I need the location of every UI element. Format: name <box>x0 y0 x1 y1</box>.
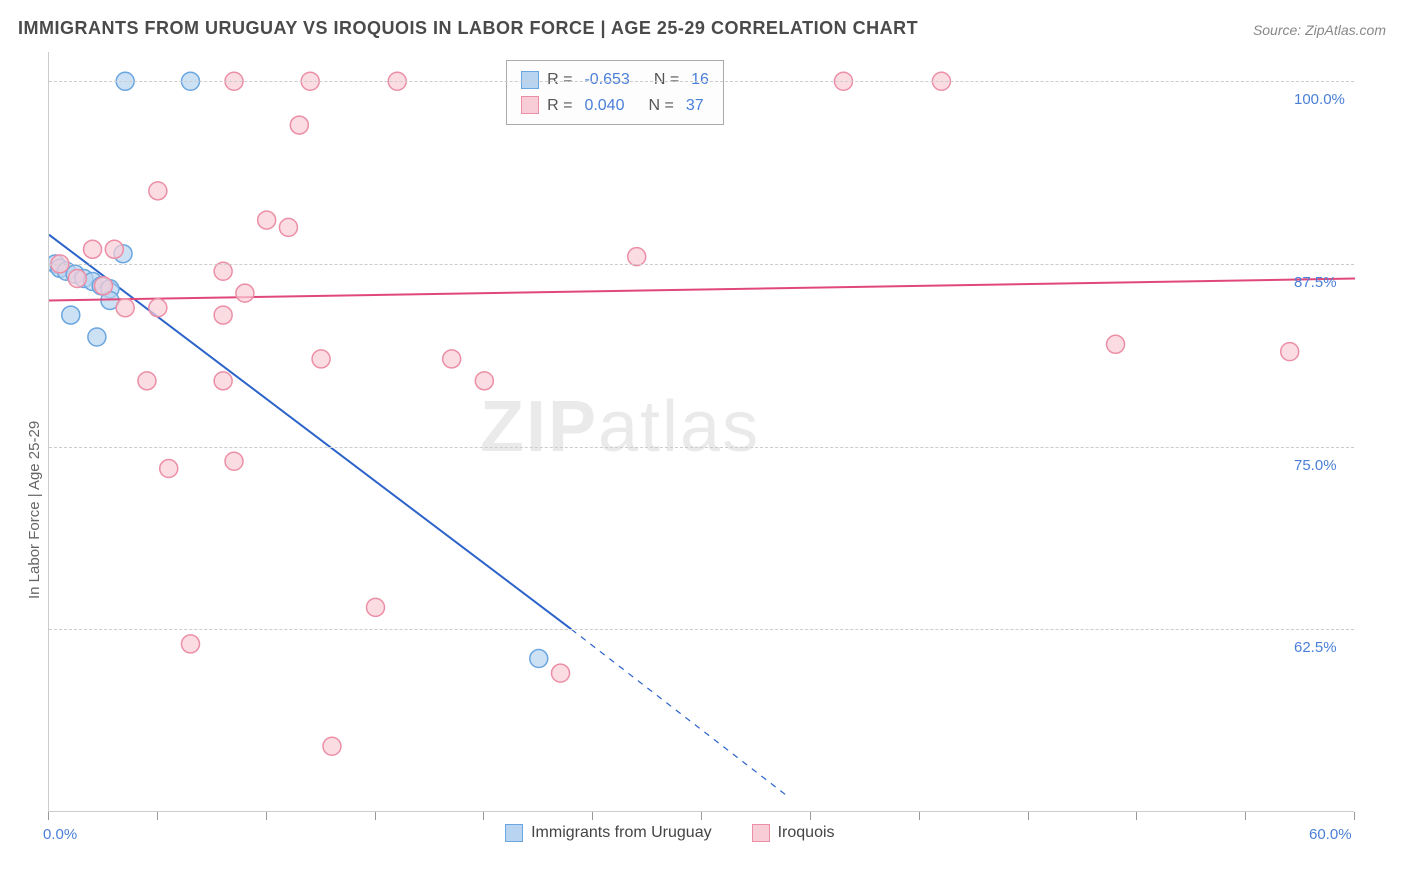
series-1-name: Immigrants from Uruguay <box>531 824 712 842</box>
n-value-1: 16 <box>691 67 709 93</box>
x-tick <box>1028 812 1029 820</box>
gridline <box>49 629 1354 630</box>
x-tick <box>701 812 702 820</box>
r-label-1: R = <box>547 67 572 93</box>
swatch-bottom-1 <box>505 824 523 842</box>
n-label-2: N = <box>648 93 673 119</box>
watermark: ZIPatlas <box>480 386 760 468</box>
watermark-zip: ZIP <box>480 387 598 467</box>
x-tick <box>1136 812 1137 820</box>
x-tick <box>266 812 267 820</box>
source-label: Source: ZipAtlas.com <box>1253 22 1386 38</box>
legend-row-1: R = -0.653 N = 16 <box>521 67 709 93</box>
x-tick <box>1354 812 1355 820</box>
r-value-2: 0.040 <box>584 93 624 119</box>
legend-item-1: Immigrants from Uruguay <box>505 824 712 842</box>
gridline <box>49 81 1354 82</box>
r-value-1: -0.653 <box>584 67 629 93</box>
n-value-2: 37 <box>686 93 704 119</box>
x-tick <box>375 812 376 820</box>
y-tick-label: 100.0% <box>1294 91 1345 108</box>
x-tick <box>1245 812 1246 820</box>
x-tick <box>592 812 593 820</box>
swatch-series-2 <box>521 96 539 114</box>
watermark-atlas: atlas <box>598 387 760 467</box>
x-tick <box>810 812 811 820</box>
gridline <box>49 447 1354 448</box>
y-tick-label: 62.5% <box>1294 639 1337 656</box>
gridline <box>49 264 1354 265</box>
chart-svg <box>49 52 1355 812</box>
legend-row-2: R = 0.040 N = 37 <box>521 93 709 119</box>
r-label-2: R = <box>547 93 572 119</box>
x-tick <box>483 812 484 820</box>
swatch-series-1 <box>521 71 539 89</box>
swatch-bottom-2 <box>752 824 770 842</box>
x-tick <box>157 812 158 820</box>
legend-item-2: Iroquois <box>752 824 835 842</box>
x-min-label: 0.0% <box>43 826 77 843</box>
plot-area: ZIPatlas R = -0.653 N = 16 R = 0.040 N =… <box>48 52 1354 812</box>
series-2-name: Iroquois <box>778 824 835 842</box>
x-tick <box>919 812 920 820</box>
n-label-1: N = <box>654 67 679 93</box>
y-tick-label: 87.5% <box>1294 274 1337 291</box>
x-tick <box>48 812 49 820</box>
correlation-legend: R = -0.653 N = 16 R = 0.040 N = 37 <box>506 60 724 125</box>
y-axis-label: In Labor Force | Age 25-29 <box>26 421 43 599</box>
x-max-label: 60.0% <box>1309 826 1352 843</box>
series-legend: Immigrants from Uruguay Iroquois <box>505 824 834 842</box>
chart-title: IMMIGRANTS FROM URUGUAY VS IROQUOIS IN L… <box>18 18 918 39</box>
y-tick-label: 75.0% <box>1294 457 1337 474</box>
